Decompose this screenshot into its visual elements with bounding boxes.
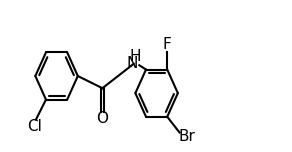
Text: Cl: Cl: [27, 119, 42, 134]
Text: Br: Br: [179, 129, 196, 144]
Text: F: F: [163, 37, 172, 52]
Text: H: H: [129, 49, 140, 64]
Text: O: O: [96, 111, 108, 126]
Text: N: N: [127, 56, 138, 71]
